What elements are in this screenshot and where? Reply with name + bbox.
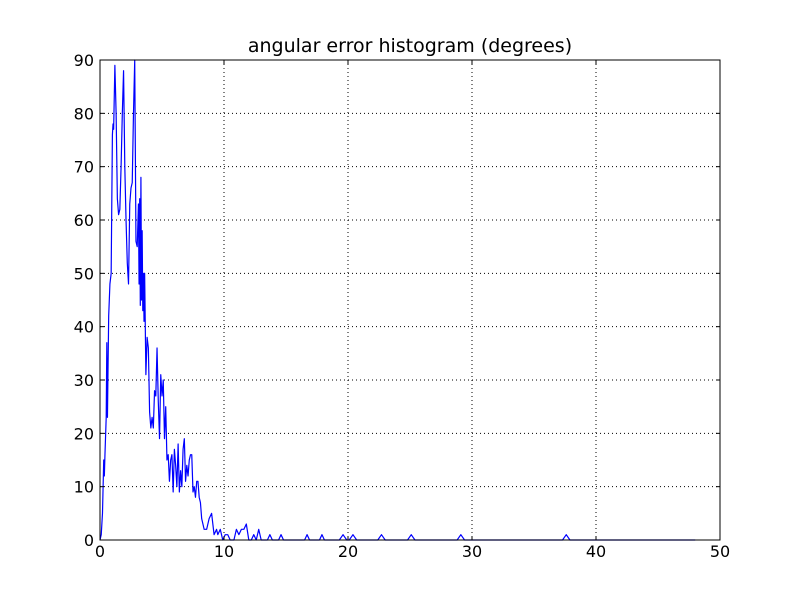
y-tick-label: 0	[84, 531, 94, 550]
y-tick-label: 40	[74, 318, 94, 337]
y-tick-label: 60	[74, 211, 94, 230]
x-tick-label: 10	[214, 542, 234, 561]
x-tick-label: 30	[462, 542, 482, 561]
chart-title: angular error histogram (degrees)	[248, 35, 572, 57]
x-tick-label: 20	[338, 542, 358, 561]
y-tick-label: 80	[74, 104, 94, 123]
y-tick-label: 90	[74, 51, 94, 70]
y-tick-label: 30	[74, 371, 94, 390]
plot-frame	[99, 59, 721, 541]
y-tick-label: 10	[74, 478, 94, 497]
y-tick-label: 50	[74, 264, 94, 283]
x-tick-label: 40	[586, 542, 606, 561]
x-tick-label: 50	[710, 542, 730, 561]
axis-ticks: 0 10 20 30 40 50 0 10 20 30 40 50 60 70 80 90	[74, 51, 731, 561]
grid-lines	[100, 60, 720, 540]
y-tick-label: 20	[74, 424, 94, 443]
x-tick-label: 0	[95, 542, 105, 561]
y-tick-label: 70	[74, 158, 94, 177]
